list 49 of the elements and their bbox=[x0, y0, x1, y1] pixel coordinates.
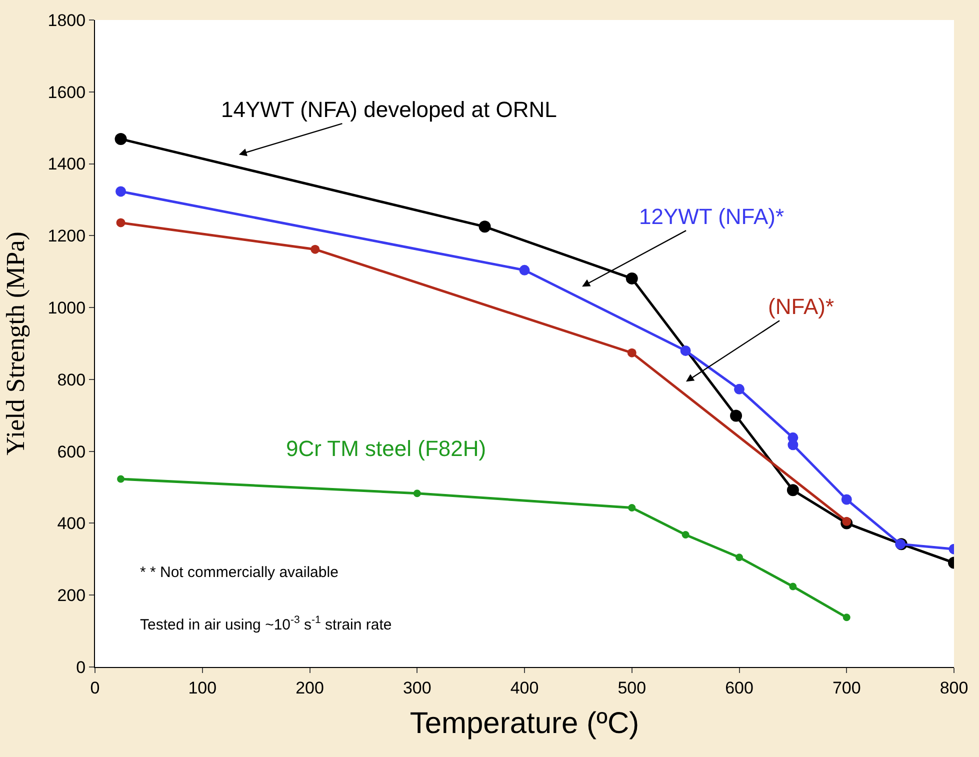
point bbox=[842, 614, 850, 622]
y-axis-title: Yield Strength (MPa) bbox=[1, 232, 30, 456]
point bbox=[626, 272, 638, 284]
point bbox=[736, 554, 743, 562]
x-tick-label: 700 bbox=[832, 678, 861, 698]
annotation: 14YWT (NFA) developed at ORNL bbox=[221, 97, 557, 122]
x-axis-title: Temperature (ºC) bbox=[410, 706, 640, 740]
x-tick-label: 800 bbox=[940, 678, 968, 698]
point bbox=[519, 264, 530, 276]
x-tick-label: 300 bbox=[402, 678, 432, 698]
y-tick-label: 800 bbox=[57, 370, 86, 390]
annotation: * * Not commercially available bbox=[140, 564, 338, 581]
point bbox=[734, 384, 744, 394]
y-tick-label: 1400 bbox=[48, 154, 86, 174]
x-tick-label: 600 bbox=[725, 678, 754, 698]
point bbox=[680, 345, 691, 356]
y-tick-label: 200 bbox=[57, 586, 86, 606]
point bbox=[788, 440, 798, 450]
x-tick-label: 200 bbox=[296, 678, 324, 698]
point bbox=[786, 484, 799, 496]
annotation: 12YWT (NFA)* bbox=[639, 204, 784, 229]
y-tick-label: 400 bbox=[57, 514, 86, 534]
point bbox=[117, 475, 125, 483]
point bbox=[628, 504, 636, 512]
y-tick-label: 1800 bbox=[48, 10, 86, 30]
point bbox=[627, 348, 636, 358]
x-tick-label: 100 bbox=[188, 678, 217, 698]
annotation: (NFA)* bbox=[768, 294, 834, 319]
point bbox=[789, 582, 797, 590]
y-tick-label: 600 bbox=[57, 442, 86, 462]
x-tick-label: 0 bbox=[90, 678, 100, 698]
point bbox=[413, 490, 421, 498]
annotation: 9Cr TM steel (F82H) bbox=[286, 436, 486, 461]
y-tick-label: 1000 bbox=[48, 298, 86, 318]
point bbox=[116, 186, 126, 197]
point bbox=[478, 220, 491, 233]
point bbox=[682, 530, 690, 538]
annotation: Tested in air using ~10$^{-3}$ s$^{-1}$ strain rate bbox=[140, 614, 392, 634]
point bbox=[114, 132, 127, 145]
x-tick-label: 500 bbox=[618, 678, 646, 698]
point bbox=[310, 244, 320, 254]
point bbox=[842, 516, 852, 526]
point bbox=[841, 494, 852, 505]
y-tick-label: 1600 bbox=[48, 82, 86, 102]
point bbox=[730, 410, 742, 422]
y-tick-label: 1200 bbox=[48, 226, 86, 246]
y-tick-label: 0 bbox=[76, 658, 86, 677]
x-tick-label: 400 bbox=[510, 678, 539, 698]
point bbox=[116, 218, 126, 228]
